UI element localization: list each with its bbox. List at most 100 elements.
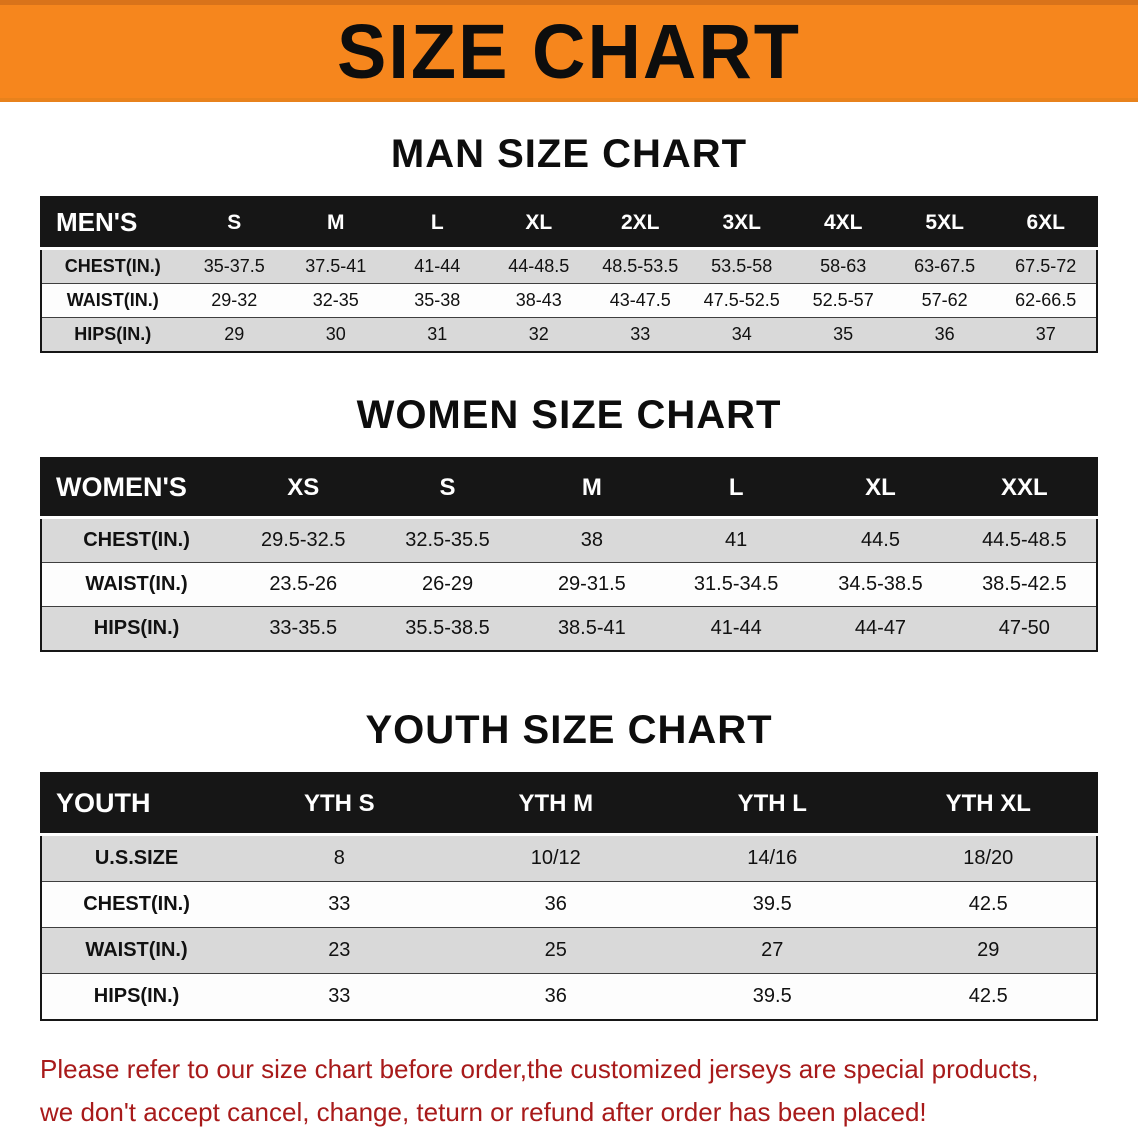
table-row: HIPS(IN.) 33-35.5 35.5-38.5 38.5-41 41-44 44-… — [41, 606, 1097, 651]
value-cell: 42.5 — [968, 985, 1008, 1007]
youth-chart-heading: YOUTH SIZE CHART — [365, 708, 773, 752]
value-cell: 37 — [1035, 324, 1056, 344]
header-row: WOMEN'S XS S M L XL XXL — [41, 458, 1097, 519]
disclaimer-line-1: Please refer to our size chart before or… — [40, 1054, 1039, 1084]
value-cell: 31 — [427, 324, 448, 344]
value-cell: 29 — [224, 324, 245, 344]
women-chart-heading: WOMEN SIZE CHART — [356, 393, 782, 437]
row-label-cell: CHEST(IN.) — [64, 256, 161, 276]
size-header-cell: 5XL — [893, 197, 996, 250]
value-cell: 57-62 — [921, 290, 968, 310]
value-cell: 35-37.5 — [203, 256, 265, 276]
section-youth: YOUTH SIZE CHART YOUTH YTH S YTH M YTH L YTH… — [0, 708, 1138, 1021]
value-cell: 29 — [977, 939, 1000, 961]
value-cell: 36 — [934, 324, 955, 344]
row-label-cell: WAIST(IN.) — [85, 939, 188, 961]
title-banner: SIZE CHART — [0, 0, 1138, 102]
table-row: HIPS(IN.) 29 30 31 32 33 34 35 36 37 — [41, 317, 1097, 352]
size-header-cell: M — [519, 458, 665, 519]
value-cell: 38.5-41 — [557, 617, 626, 639]
value-cell: 32 — [528, 324, 549, 344]
value-cell: 32.5-35.5 — [405, 529, 490, 551]
value-cell: 33 — [328, 893, 351, 915]
value-cell: 18/20 — [963, 847, 1014, 869]
table-row: WAIST(IN.) 23 25 27 29 — [41, 927, 1097, 974]
size-header-cell: M — [285, 197, 387, 250]
size-header-cell: XL — [808, 458, 953, 519]
row-label-cell: CHEST(IN.) — [83, 529, 190, 551]
header-row: MEN'S S M L XL 2XL 3XL 4XL 5XL 6XL — [41, 197, 1097, 250]
header-row: YOUTH YTH S YTH M YTH L YTH XL — [41, 773, 1097, 836]
value-cell: 53.5-58 — [711, 256, 773, 276]
value-cell: 35-38 — [414, 290, 461, 310]
table-row: CHEST(IN.) 33 36 39.5 42.5 — [41, 881, 1097, 928]
table-title-cell: YOUTH — [41, 773, 232, 836]
size-header-cell: XL — [488, 197, 590, 250]
size-header-cell: YTH L — [664, 773, 881, 836]
content: MAN SIZE CHART MEN'S S M L XL 2XL 3XL 4XL 5XL 6XL… — [0, 132, 1138, 1021]
value-cell: 33 — [328, 985, 351, 1007]
value-cell: 30 — [325, 324, 346, 344]
value-cell: 41-44 — [710, 617, 762, 639]
disclaimer: Please refer to our size chart before or… — [40, 1051, 1118, 1131]
page-title: SIZE CHART — [337, 8, 801, 95]
youth-table-wrap: YOUTH YTH S YTH M YTH L YTH XL U.S.SIZE 8 10/12… — [40, 772, 1098, 1021]
value-cell: 48.5-53.5 — [602, 256, 679, 276]
size-header-cell: YTH M — [447, 773, 665, 836]
value-cell: 47.5-52.5 — [703, 290, 780, 310]
value-cell: 25 — [544, 939, 567, 961]
value-cell: 34.5-38.5 — [838, 573, 923, 595]
row-label-cell: WAIST(IN.) — [85, 573, 188, 595]
row-label-cell: HIPS(IN.) — [74, 324, 152, 344]
value-cell: 39.5 — [752, 985, 792, 1007]
table-row: U.S.SIZE 8 10/12 14/16 18/20 — [41, 834, 1097, 882]
table-row: WAIST(IN.) 29-32 32-35 35-38 38-43 43-47.5 47.… — [41, 283, 1097, 318]
disclaimer-line-2: we don't accept cancel, change, teturn o… — [40, 1096, 927, 1127]
value-cell: 35 — [833, 324, 854, 344]
row-label-cell: HIPS(IN.) — [93, 985, 180, 1007]
size-header-cell: YTH S — [231, 773, 448, 836]
value-cell: 38 — [580, 529, 603, 551]
men-table-wrap: MEN'S S M L XL 2XL 3XL 4XL 5XL 6XL CHEST(IN.) 35-37… — [40, 196, 1098, 353]
value-cell: 44.5 — [861, 529, 900, 551]
value-cell: 29-31.5 — [557, 573, 626, 595]
men-chart-heading: MAN SIZE CHART — [390, 132, 748, 176]
size-header-cell: S — [183, 197, 286, 250]
size-header-cell: XXL — [952, 458, 1097, 519]
value-cell: 14/16 — [747, 847, 798, 869]
value-cell: 27 — [761, 939, 784, 961]
section-men: MAN SIZE CHART MEN'S S M L XL 2XL 3XL 4XL 5XL 6XL… — [0, 132, 1138, 353]
value-cell: 44-47 — [854, 617, 907, 639]
value-cell: 44.5-48.5 — [982, 529, 1067, 551]
size-header-cell: 2XL — [589, 197, 691, 250]
size-header-cell: XS — [231, 458, 376, 519]
youth-size-table: YOUTH YTH S YTH M YTH L YTH XL U.S.SIZE 8 10/12… — [40, 772, 1098, 1021]
row-label-cell: U.S.SIZE — [94, 847, 179, 869]
table-title-cell: MEN'S — [41, 197, 184, 250]
value-cell: 10/12 — [530, 847, 581, 869]
row-label-cell: WAIST(IN.) — [66, 290, 159, 310]
value-cell: 26-29 — [421, 573, 474, 595]
row-label-cell: HIPS(IN.) — [93, 617, 180, 639]
table-title-cell: WOMEN'S — [41, 458, 232, 519]
row-label-cell: CHEST(IN.) — [83, 893, 190, 915]
value-cell: 33 — [630, 324, 651, 344]
value-cell: 38-43 — [515, 290, 562, 310]
size-header-cell: 6XL — [995, 197, 1097, 250]
value-cell: 32-35 — [312, 290, 359, 310]
value-cell: 29-32 — [211, 290, 258, 310]
value-cell: 35.5-38.5 — [405, 617, 490, 639]
value-cell: 47-50 — [998, 617, 1050, 639]
value-cell: 23 — [328, 939, 351, 961]
size-header-cell: L — [664, 458, 809, 519]
value-cell: 67.5-72 — [1015, 256, 1077, 276]
value-cell: 41 — [725, 529, 748, 551]
table-row: CHEST(IN.) 35-37.5 37.5-41 41-44 44-48.5 48.5… — [41, 248, 1097, 284]
table-row: WAIST(IN.) 23.5-26 26-29 29-31.5 31.5-34.5 34… — [41, 562, 1097, 607]
women-size-table: WOMEN'S XS S M L XL XXL CHEST(IN.) 29.5-32.5 32.5… — [40, 457, 1098, 652]
value-cell: 38.5-42.5 — [982, 573, 1067, 595]
value-cell: 43-47.5 — [609, 290, 671, 310]
value-cell: 31.5-34.5 — [693, 573, 779, 595]
value-cell: 36 — [544, 985, 567, 1007]
